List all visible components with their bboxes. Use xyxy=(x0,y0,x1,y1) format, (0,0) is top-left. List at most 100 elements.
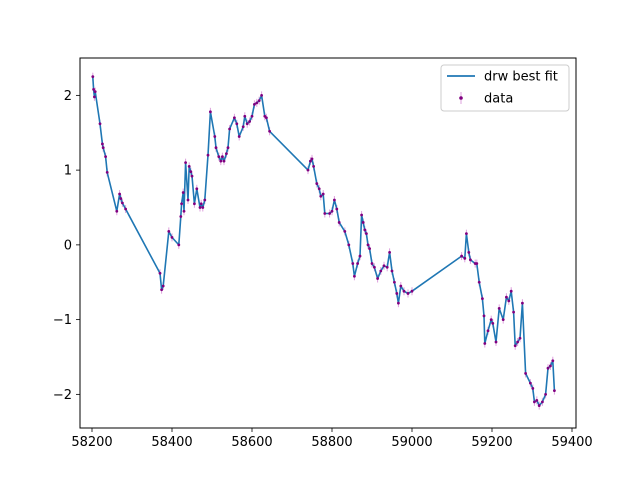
data-point xyxy=(101,142,104,146)
data-point xyxy=(315,182,319,185)
data-point xyxy=(201,206,205,209)
legend-fit-label: drw best fit xyxy=(484,70,558,85)
data-point xyxy=(406,292,410,295)
x-tick-label: 59400 xyxy=(551,435,592,450)
data-point xyxy=(181,191,185,194)
data-point xyxy=(465,232,468,236)
data-point xyxy=(494,340,498,344)
data-point xyxy=(105,170,109,174)
data-point xyxy=(330,209,334,213)
data-point xyxy=(235,122,239,126)
data-point xyxy=(268,129,271,133)
data-point xyxy=(260,93,263,97)
data-point xyxy=(115,209,119,213)
data-point xyxy=(347,243,351,247)
data-point xyxy=(535,398,539,402)
data-point xyxy=(544,392,547,396)
data-point xyxy=(190,174,194,178)
data-point xyxy=(351,262,355,265)
data-point xyxy=(501,318,505,322)
data-point xyxy=(199,202,203,206)
data-point xyxy=(475,262,479,265)
data-point xyxy=(118,192,121,196)
data-point xyxy=(195,187,199,191)
data-point xyxy=(226,146,230,150)
data-point xyxy=(551,359,555,363)
data-point xyxy=(483,342,487,345)
data-point xyxy=(158,271,162,275)
data-point xyxy=(546,366,550,370)
data-point xyxy=(193,202,196,206)
data-point xyxy=(507,299,511,303)
data-point xyxy=(343,230,347,233)
data-points xyxy=(91,75,556,407)
y-tick-label: 2 xyxy=(64,89,72,104)
data-point xyxy=(92,87,95,91)
data-point xyxy=(393,280,396,284)
legend: drw best fit data xyxy=(440,64,570,112)
data-point xyxy=(257,99,261,103)
data-point xyxy=(482,314,486,318)
data-point xyxy=(186,198,190,202)
data-point xyxy=(481,297,484,301)
data-point xyxy=(317,187,321,191)
data-point xyxy=(93,95,96,99)
data-point xyxy=(366,243,370,247)
data-point xyxy=(521,301,524,305)
data-point xyxy=(360,213,363,217)
data-point xyxy=(388,250,391,254)
data-point xyxy=(497,307,501,310)
data-point xyxy=(93,90,97,94)
data-point xyxy=(382,264,386,268)
data-point xyxy=(402,289,406,293)
data-point xyxy=(323,212,327,215)
x-tick-label: 59000 xyxy=(391,435,432,450)
x-axis: 58200 58400 58600 58800 59000 59200 59400 xyxy=(71,428,593,450)
data-point xyxy=(376,277,379,280)
data-point xyxy=(463,256,467,260)
data-point xyxy=(161,284,165,288)
data-point xyxy=(469,258,472,262)
data-point xyxy=(255,101,259,105)
data-point xyxy=(214,146,218,150)
data-point xyxy=(513,344,517,348)
data-point xyxy=(265,116,268,120)
data-point xyxy=(516,340,519,344)
y-axis: −2 −1 0 1 2 xyxy=(53,89,80,403)
data-point xyxy=(309,159,312,163)
data-point xyxy=(333,198,336,202)
data-point xyxy=(310,157,314,161)
data-point xyxy=(537,404,541,407)
data-point xyxy=(206,153,210,157)
data-point xyxy=(104,155,107,159)
data-point xyxy=(385,265,389,269)
data-point xyxy=(509,289,513,293)
data-point xyxy=(553,389,556,393)
data-point xyxy=(361,221,365,224)
data-point xyxy=(549,364,552,368)
data-point xyxy=(531,386,535,390)
x-tick-label: 59200 xyxy=(471,435,512,450)
data-point xyxy=(328,212,331,215)
data-point xyxy=(399,284,403,288)
plot-area-frame xyxy=(79,57,577,429)
data-point xyxy=(524,372,527,375)
y-tick-label: 1 xyxy=(64,164,72,179)
data-point xyxy=(486,329,490,333)
data-point xyxy=(179,215,183,218)
data-point xyxy=(203,198,207,202)
data-point xyxy=(460,254,463,258)
data-point xyxy=(237,135,241,138)
data-point xyxy=(363,228,367,232)
data-point xyxy=(182,209,186,213)
y-tick-label: −2 xyxy=(53,388,72,403)
data-point xyxy=(228,127,232,131)
data-point xyxy=(222,159,226,163)
data-point xyxy=(253,102,256,106)
data-point xyxy=(335,207,339,211)
data-point xyxy=(213,135,217,138)
data-point xyxy=(397,301,400,305)
data-point xyxy=(368,247,371,251)
data-point xyxy=(321,192,325,196)
